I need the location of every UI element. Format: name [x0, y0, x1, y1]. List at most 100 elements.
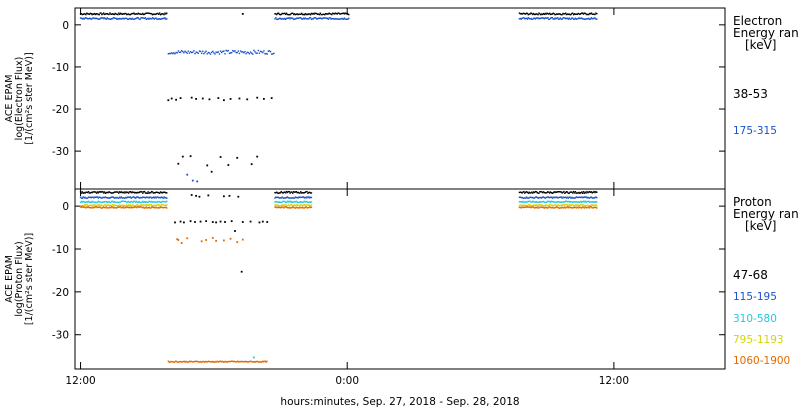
data-point-0-1-3: [595, 18, 597, 20]
data-point-1-4-1: [310, 206, 313, 209]
data-point-1-4-2: [572, 206, 575, 209]
data-point-1-1-1: [276, 196, 278, 199]
data-point-0-1-1: [185, 51, 187, 54]
data-point-1-3-0: [155, 204, 157, 206]
data-point-1-4-1: [285, 206, 288, 209]
data-point-1-3-2: [520, 204, 522, 206]
data-point-1-0-2: [562, 191, 564, 194]
y-tick-label-1-1: -10: [52, 244, 69, 256]
data-point-0-0-2: [527, 13, 530, 16]
data-point-0-1-3: [590, 17, 593, 19]
data-point-0-1-3: [580, 17, 583, 19]
data-point-1-4-2: [524, 206, 527, 208]
data-point-1-1-2: [537, 197, 539, 199]
data-point-0-1-0: [105, 18, 108, 20]
data-point-1-4-2: [571, 206, 573, 209]
series-1-0: [79, 190, 598, 273]
data-point-1-4-3: [227, 361, 229, 363]
data-point-1-3-2: [559, 204, 562, 207]
data-point-1-2-1: [285, 201, 288, 204]
data-point-1-1-2: [593, 197, 595, 199]
data-point-0-1-2: [284, 17, 286, 20]
data-point-1-2-0: [145, 201, 148, 203]
data-point-0-0-2: [548, 13, 550, 15]
data-point-0-1-0: [83, 18, 85, 20]
data-point-1-4-0: [87, 206, 90, 208]
data-point-1-0-1: [293, 191, 296, 193]
data-point-0-0-0: [163, 13, 165, 16]
data-point-1-0-2: [520, 191, 522, 194]
data-point-1-2-0: [102, 201, 105, 203]
data-point-1-1-0: [109, 197, 111, 199]
data-point-0-0-2: [523, 12, 525, 15]
data-point-0-0-2: [555, 13, 557, 16]
data-point-0-0-1: [284, 13, 287, 16]
data-point-1-1-2: [561, 197, 563, 199]
data-point-0-1-2: [296, 17, 298, 19]
data-point-1-1-1: [296, 196, 298, 199]
data-point-1-1-2: [583, 196, 586, 198]
data-point-0-0-0: [90, 12, 92, 15]
data-point-1-4-2: [531, 206, 533, 208]
data-point-0-0-0: [91, 13, 93, 16]
data-point-1-2-1: [299, 201, 301, 203]
data-point-1-1-0: [98, 196, 100, 198]
data-point-1-1-0: [129, 196, 132, 198]
data-point-0-0-2: [580, 12, 582, 15]
data-point-1-0-1: [287, 190, 290, 193]
data-point-1-2-1: [286, 200, 289, 202]
data-point-0-0-2: [585, 13, 587, 15]
data-point-1-1-2: [545, 196, 547, 199]
data-point-1-1-0: [162, 197, 164, 199]
data-point-1-0-0: [108, 191, 110, 193]
data-point-1-4-0: [103, 206, 106, 209]
data-point-0-0-1: [329, 13, 331, 15]
data-point-1-4-2: [542, 206, 545, 209]
data-point-1-4-3: [194, 360, 196, 363]
data-point-1-3-2: [565, 204, 568, 206]
data-point-1-4-p4: [215, 239, 218, 242]
data-point-1-2-0: [82, 200, 84, 203]
data-point-1-1-0: [92, 196, 94, 198]
data-point-1-0-0: [151, 191, 154, 193]
data-point-0-0-2: [548, 12, 551, 15]
data-point-1-4-0: [154, 207, 156, 209]
data-point-1-0-1: [304, 191, 306, 194]
data-point-0-0-1: [300, 13, 302, 15]
data-point-1-2-2: [540, 201, 542, 203]
data-point-1-4-2: [580, 207, 583, 209]
y-axis-label-0-0: ACE EPAM: [4, 75, 15, 123]
data-point-0-1-2: [309, 17, 312, 19]
data-point-1-0-p21: [258, 221, 261, 224]
data-point-1-4-3: [249, 360, 251, 362]
data-point-0-0-1: [332, 12, 334, 14]
data-point-1-4-1: [298, 207, 300, 209]
data-point-0-1-2: [322, 17, 324, 19]
data-point-0-1-0: [166, 18, 168, 20]
data-point-1-1-1: [308, 197, 311, 199]
data-point-0-1-0: [91, 18, 93, 20]
data-point-1-4-3: [204, 360, 207, 363]
data-point-1-4-2: [524, 206, 526, 209]
data-point-0-0-1: [304, 12, 306, 15]
data-point-0-0-1: [340, 13, 342, 15]
data-point-1-2-1: [289, 201, 291, 203]
data-point-0-0-1: [321, 13, 323, 16]
data-point-1-4-3: [263, 360, 266, 363]
data-point-0-0-1: [318, 13, 321, 16]
data-point-1-3-0: [83, 205, 85, 207]
data-point-1-0-2: [534, 190, 537, 193]
data-point-0-0-2: [561, 13, 563, 16]
data-point-0-1-2: [342, 18, 345, 20]
data-point-1-4-2: [548, 206, 550, 208]
data-point-1-1-2: [532, 197, 535, 199]
data-point-0-1-0: [126, 18, 129, 20]
data-point-1-4-3: [168, 361, 170, 363]
data-point-0-1-2: [321, 18, 323, 20]
data-point-0-0-0: [107, 13, 109, 15]
data-point-0-0-p6: [201, 97, 204, 100]
data-point-1-4-1: [306, 207, 308, 209]
data-point-1-2-2: [571, 201, 573, 203]
data-point-1-4-p5: [222, 239, 225, 242]
y-tick-label-0-3: -30: [52, 146, 69, 158]
